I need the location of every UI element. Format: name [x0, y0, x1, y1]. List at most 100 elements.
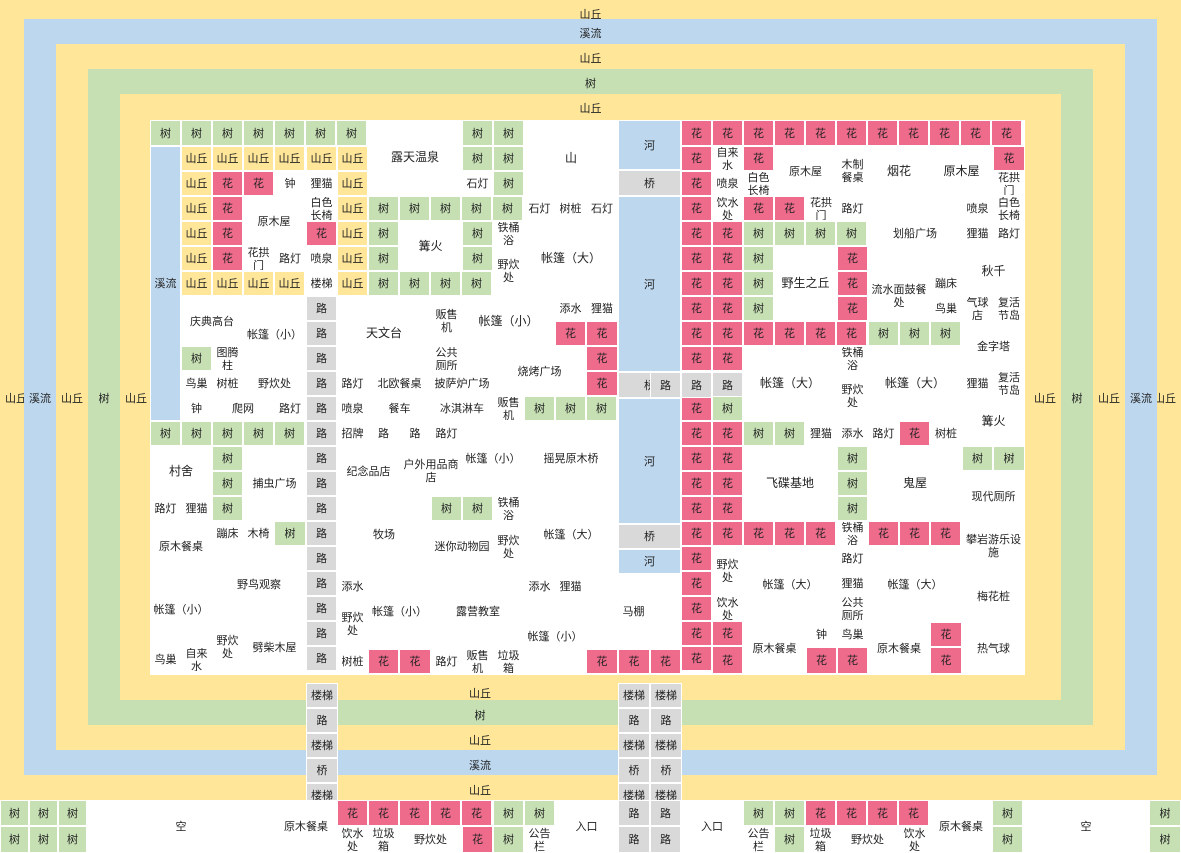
wild-hill: 野生之丘	[774, 246, 837, 321]
flower-tile: 花	[837, 296, 868, 321]
white-bench: 白色长椅	[306, 196, 337, 221]
flower-tile: 花	[306, 221, 337, 246]
flower-tile: 花	[774, 521, 805, 546]
ring-label-side: 山丘	[1154, 392, 1176, 405]
bonfire: 篝火	[399, 221, 462, 271]
flower-tile: 花	[743, 521, 774, 546]
drinking-fountain: 饮水处	[337, 826, 368, 853]
ring-label-side: 山丘	[5, 392, 27, 405]
flower-tile: 花	[837, 246, 868, 271]
bridge: 桥	[618, 524, 681, 549]
bell: 钟	[181, 396, 212, 421]
flower-tile: 花	[681, 346, 712, 371]
flower-tile: 花	[212, 171, 243, 196]
tent-large: 帐篷（大）	[868, 346, 962, 421]
corridor-left-tile: 楼梯	[306, 733, 338, 758]
band-label: 树	[474, 709, 486, 722]
tree-tile: 树	[150, 120, 181, 146]
easter-island: 复活节岛	[993, 296, 1025, 321]
hill-tile: 山丘	[337, 146, 368, 171]
flower-tile: 花	[712, 346, 743, 371]
tree-tile: 树	[181, 421, 212, 446]
ring-label: 山丘	[579, 52, 602, 65]
food-truck: 餐车	[368, 396, 431, 421]
tree-tile: 树	[243, 120, 274, 146]
tree-tile: 树	[992, 800, 1023, 826]
corridor-right-tile: 楼梯	[650, 683, 682, 708]
village-house: 村舍	[150, 446, 212, 496]
modern-toilet: 现代厕所	[962, 471, 1025, 521]
barrel-bath: 铁桶浴	[837, 521, 868, 546]
bird-watch: 野鸟观察	[212, 546, 306, 622]
fountain: 喷泉	[306, 246, 337, 271]
flower-tile: 花	[805, 800, 836, 826]
bird-nest: 鸟巢	[181, 371, 212, 396]
street-lamp: 路灯	[150, 496, 181, 521]
flower-tile: 花	[681, 171, 712, 196]
tree-tile: 树	[399, 196, 430, 221]
plum-stump: 梅花桩	[962, 571, 1025, 621]
road-tile: 路	[306, 296, 337, 321]
tree-tile: 树	[336, 120, 367, 146]
flower-tile: 花	[681, 496, 712, 521]
flower-tile: 花	[555, 321, 586, 346]
flower-tile: 花	[681, 596, 712, 621]
stump: 树桩	[930, 421, 962, 446]
ring-label-side: 山丘	[125, 392, 147, 405]
street-lamp: 路灯	[274, 246, 306, 271]
flower-tile: 花	[430, 800, 461, 826]
drinking-fountain: 饮水处	[712, 596, 743, 621]
stone-lamp: 石灯	[524, 196, 555, 221]
tree-tile: 树	[493, 171, 524, 196]
street-lamp: 路灯	[431, 421, 462, 446]
flower-tile: 花	[774, 196, 805, 221]
tree-tile: 树	[462, 120, 493, 146]
flower-tile: 花	[868, 521, 899, 546]
ranch: 牧场	[337, 496, 431, 572]
flower-tile: 花	[930, 622, 962, 647]
flower-tile: 花	[368, 800, 399, 826]
tree-tile: 树	[774, 421, 805, 446]
flower-tile: 花	[805, 521, 836, 546]
flower-tile: 花	[712, 246, 743, 271]
flower-tile: 花	[837, 647, 868, 674]
fountain: 喷泉	[337, 396, 368, 421]
bird-nest: 鸟巢	[930, 296, 962, 321]
tree-tile: 树	[274, 521, 306, 546]
flower-tile: 花	[681, 621, 712, 646]
corridor-left-tile: 桥	[306, 758, 338, 783]
drinking-fountain: 饮水处	[712, 196, 743, 221]
flower-tile: 花	[681, 446, 712, 471]
camp-classroom: 露营教室	[431, 574, 525, 649]
hill-tile: 山丘	[243, 271, 274, 296]
flower-tile: 花	[586, 371, 618, 396]
tree-tile: 树	[462, 246, 493, 271]
vending-machine: 贩售机	[462, 649, 493, 674]
flower-tile: 花	[837, 271, 868, 296]
bug-plaza: 捕虫广场	[243, 446, 306, 521]
white-bench: 白色长椅	[743, 171, 774, 196]
outdoor-shop: 户外用品商店	[400, 446, 462, 496]
flower-tile: 花	[399, 649, 431, 674]
tree-tile: 树	[743, 221, 774, 246]
barrel-bath: 铁桶浴	[837, 346, 868, 371]
road-tile: 路	[618, 800, 650, 826]
flower-tile: 花	[212, 246, 243, 271]
tree-tile: 树	[274, 421, 305, 446]
tree-tile: 树	[150, 421, 181, 446]
tree-tile: 树	[899, 321, 930, 346]
easter-island: 复活节岛	[993, 371, 1025, 396]
road-tile: 路	[306, 371, 337, 396]
street-lamp: 路灯	[431, 649, 462, 674]
corridor-right-tile: 楼梯	[618, 733, 650, 758]
street-lamp: 路灯	[837, 196, 868, 221]
street-lamp: 路灯	[274, 396, 306, 421]
tree-tile: 树	[492, 196, 523, 221]
flower-tile: 花	[462, 826, 493, 853]
tree-tile: 树	[837, 446, 868, 471]
tree-tile: 树	[493, 826, 524, 853]
tree-tile: 树	[743, 271, 774, 296]
hill-tile: 山丘	[243, 146, 274, 171]
tree-tile: 树	[993, 446, 1025, 471]
